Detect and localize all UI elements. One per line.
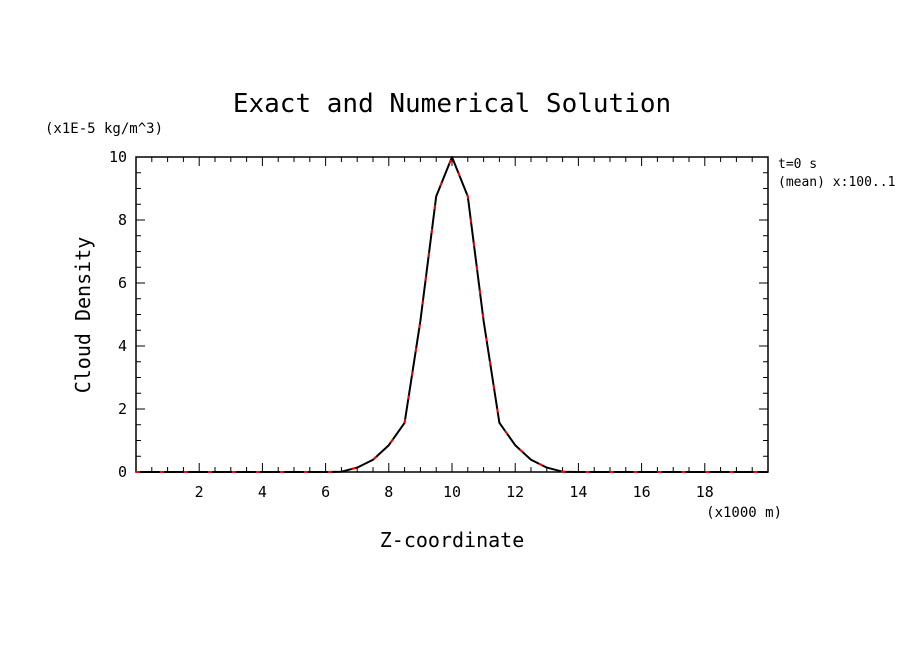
x-tick-label: 2 bbox=[195, 483, 204, 501]
x-tick-label: 14 bbox=[569, 483, 587, 501]
y-tick-label: 8 bbox=[118, 211, 127, 229]
chart-title: Exact and Numerical Solution bbox=[233, 89, 671, 119]
y-unit-label: (x1E-5 kg/m^3) bbox=[45, 121, 163, 137]
plot-frame bbox=[135, 156, 769, 473]
axis-ticks: 2 4 6 8 10 12 14 16 18 0 2 4 6 8 10 bbox=[109, 148, 768, 501]
y-tick-label: 10 bbox=[109, 148, 127, 166]
x-tick-label: 16 bbox=[633, 483, 651, 501]
time-annotation: t=0 s bbox=[778, 157, 817, 172]
x-tick-label: 10 bbox=[443, 483, 461, 501]
x-axis-label: Z-coordinate bbox=[380, 528, 525, 552]
y-tick-label: 2 bbox=[118, 400, 127, 418]
y-tick-label: 6 bbox=[118, 274, 127, 292]
x-tick-label: 12 bbox=[506, 483, 524, 501]
y-tick-label: 4 bbox=[118, 337, 127, 355]
series-line-numerical bbox=[136, 156, 768, 473]
series-group bbox=[136, 156, 768, 473]
series-line-exact bbox=[136, 156, 768, 473]
x-tick-label: 18 bbox=[696, 483, 714, 501]
x-unit-label: (x1000 m) bbox=[706, 505, 782, 521]
x-tick-label: 4 bbox=[258, 483, 267, 501]
x-tick-label: 8 bbox=[384, 483, 393, 501]
y-tick-label: 0 bbox=[118, 463, 127, 481]
y-axis-label: Cloud Density bbox=[71, 237, 95, 394]
x-tick-label: 6 bbox=[321, 483, 330, 501]
mean-annotation: (mean) x:100..1 bbox=[778, 175, 895, 190]
